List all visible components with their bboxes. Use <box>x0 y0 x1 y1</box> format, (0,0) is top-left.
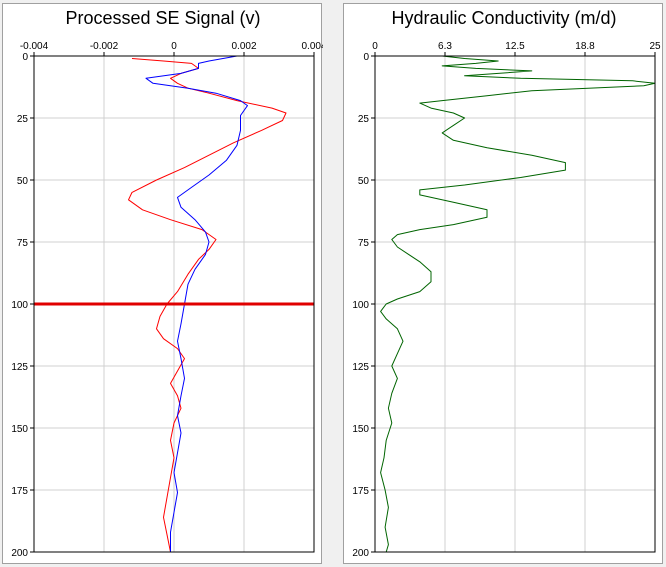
y-tick-label: 200 <box>352 548 369 559</box>
x-tick-label: -0.002 <box>90 41 119 52</box>
y-tick-label: 175 <box>11 486 28 497</box>
plot-frame <box>33 55 315 553</box>
chart-title: Hydraulic Conductivity (m/d) <box>391 8 616 28</box>
y-tick-label: 200 <box>11 548 28 559</box>
y-tick-label: 175 <box>352 486 369 497</box>
x-tick-label: 18.8 <box>575 41 595 52</box>
x-tick-label: 0 <box>171 41 177 52</box>
series-line <box>145 55 248 552</box>
y-tick-label: 25 <box>17 114 29 125</box>
x-tick-label: 0 <box>372 41 378 52</box>
y-tick-label: 150 <box>11 424 28 435</box>
y-tick-label: 75 <box>17 238 29 249</box>
x-tick-label: 6.3 <box>438 41 452 52</box>
x-tick-label: 0.002 <box>231 41 256 52</box>
y-tick-label: 75 <box>358 238 370 249</box>
x-tick-label: 25 <box>649 41 661 52</box>
y-tick-label: 100 <box>352 300 369 311</box>
hydraulic-conductivity-chart-panel: Hydraulic Conductivity (m/d) 0 6.3 12.5 18.… <box>343 3 663 564</box>
y-tick-label: 50 <box>17 176 29 187</box>
y-tick-label: 0 <box>363 52 369 63</box>
y-tick-label: 25 <box>358 114 370 125</box>
x-tick-label: -0.004 <box>20 41 49 52</box>
x-tick-label: 12.5 <box>505 41 525 52</box>
y-tick-label: 0 <box>22 52 28 63</box>
y-tick-label: 100 <box>11 300 28 311</box>
y-tick-label: 50 <box>358 176 370 187</box>
hydraulic-conductivity-chart: Hydraulic Conductivity (m/d) 0 6.3 12.5 18.… <box>352 8 661 559</box>
se-signal-chart: Processed SE Signal (v) -0.004 -0.002 0 0.0… <box>11 8 323 559</box>
y-tick-label: 125 <box>11 362 28 373</box>
y-tick-label: 150 <box>352 424 369 435</box>
chart-title: Processed SE Signal (v) <box>65 8 260 28</box>
y-tick-label: 125 <box>352 362 369 373</box>
series-line <box>380 55 656 553</box>
plot-frame <box>374 55 656 553</box>
se-signal-chart-panel: Processed SE Signal (v) -0.004 -0.002 0 0.0… <box>2 3 323 564</box>
x-tick-label: 0.004 <box>301 41 323 52</box>
